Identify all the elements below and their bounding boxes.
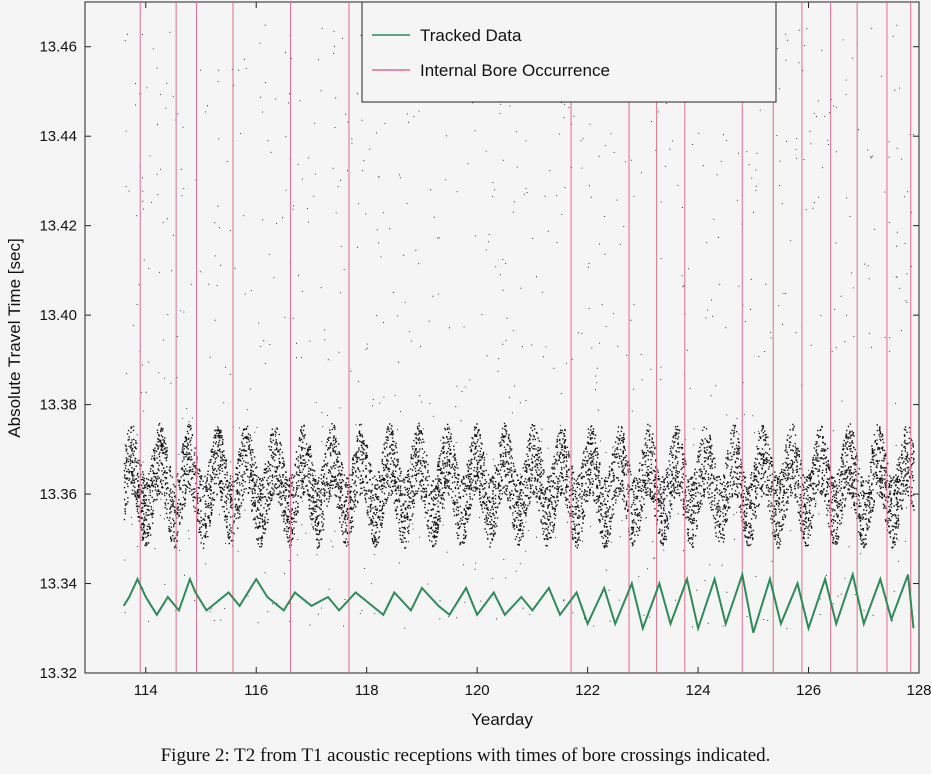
plot-area (84, 1, 920, 674)
figure-caption: Figure 2: T2 from T1 acoustic receptions… (160, 745, 771, 766)
x-tick-label-114: 114 (134, 682, 158, 699)
legend: Tracked Data Internal Bore Occurrence (361, 1, 777, 103)
y-tick-label-13.42: 13.42 (39, 218, 77, 235)
axes: 114 116 118 120 122 124 126 128 13.32 13.34 13.36 1… (39, 2, 931, 699)
y-tick-label-13.44: 13.44 (39, 128, 77, 145)
x-tick-label-126: 126 (796, 682, 821, 699)
y-tick-label-13.32: 13.32 (39, 665, 77, 682)
y-tick-label-13.38: 13.38 (39, 397, 77, 414)
y-tick-label-13.4: 13.40 (39, 307, 77, 324)
x-tick-label-120: 120 (465, 682, 490, 699)
y-axis-label: Absolute Travel Time [sec] (5, 238, 24, 437)
x-tick-label-122: 122 (575, 682, 600, 699)
legend-label-tracked-data: Tracked Data (420, 26, 522, 45)
bore-occurrence-lines (139, 2, 912, 673)
x-tick-label-118: 118 (355, 682, 379, 699)
legend-box (361, 1, 777, 103)
acoustic-reception-scatter (123, 24, 915, 630)
y-tick-label-13.46: 13.46 (39, 39, 77, 56)
x-tick-label-124: 124 (686, 682, 711, 699)
legend-label-bore-occurrence: Internal Bore Occurrence (420, 61, 610, 80)
series-line-tracked-data (122, 570, 915, 633)
x-tick-label-128: 128 (906, 682, 931, 699)
y-tick-label-13.34: 13.34 (39, 576, 77, 593)
tracked-data-series (122, 570, 915, 633)
x-tick-label-116: 116 (244, 682, 268, 699)
x-axis-label: Yearday (471, 710, 533, 729)
travel-time-chart: 114 116 118 120 122 124 126 128 13.32 13.34 13.36 1… (5, 1, 931, 729)
scatter-points (123, 24, 915, 630)
y-tick-label-13.36: 13.36 (39, 486, 77, 503)
